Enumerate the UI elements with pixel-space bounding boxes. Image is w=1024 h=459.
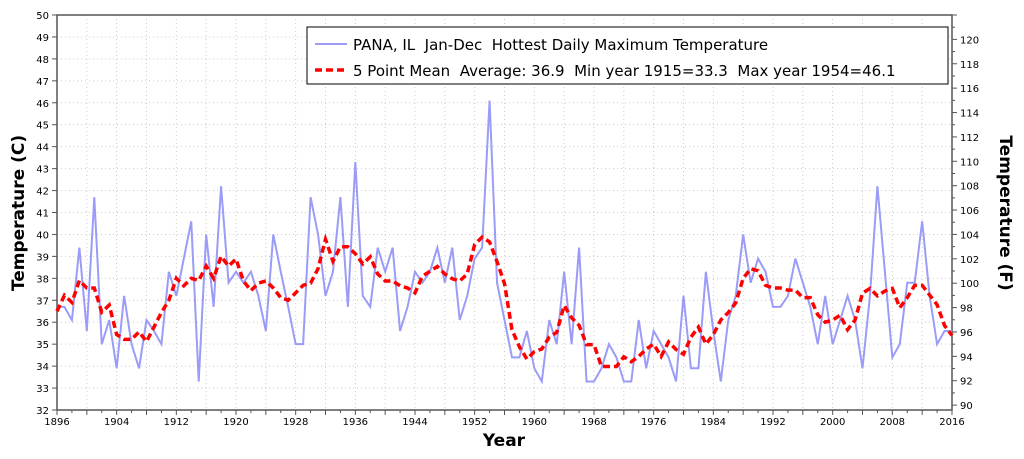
y-axis-label-left: Temperature (C) bbox=[9, 135, 29, 291]
y-right-tick-label: 90 bbox=[960, 401, 973, 412]
y-right-tick-label: 96 bbox=[960, 328, 973, 339]
y-right-tick-label: 98 bbox=[960, 304, 973, 315]
x-tick-label: 2016 bbox=[939, 417, 964, 428]
y-right-tick-label: 120 bbox=[960, 35, 979, 46]
y-tick-label: 43 bbox=[36, 165, 49, 176]
y-tick-label: 42 bbox=[36, 187, 49, 198]
y-right-tick-label: 114 bbox=[960, 109, 979, 120]
y-axis-label-right: Temperature (F) bbox=[995, 135, 1015, 290]
y-tick-label: 37 bbox=[36, 296, 49, 307]
legend: PANA, IL Jan-Dec Hottest Daily Maximum T… bbox=[306, 26, 949, 85]
y-tick-label: 47 bbox=[36, 77, 49, 88]
x-tick-label: 1912 bbox=[164, 417, 189, 428]
x-tick-label: 1952 bbox=[462, 417, 487, 428]
y-tick-label: 36 bbox=[36, 318, 49, 329]
x-axis-label: Year bbox=[482, 431, 526, 451]
y-tick-label: 50 bbox=[36, 11, 49, 22]
y-tick-label: 33 bbox=[36, 384, 49, 395]
y-right-tick-label: 106 bbox=[960, 206, 979, 217]
y-right-tick-label: 104 bbox=[960, 230, 979, 241]
y-axis-right: 90 92 94 96 98 100 102 104 106 108 110 112 114 116 118… bbox=[952, 14, 979, 412]
x-tick-label: 1968 bbox=[581, 417, 606, 428]
series-raw-line bbox=[57, 100, 952, 385]
y-right-tick-label: 108 bbox=[960, 182, 979, 193]
y-tick-label: 49 bbox=[36, 33, 49, 44]
x-axis: 1896 1904 1912 1920 1928 1936 1944 1952 1960 1968… bbox=[44, 410, 965, 428]
y-tick-label: 48 bbox=[36, 55, 49, 66]
x-tick-label: 1920 bbox=[223, 417, 248, 428]
x-tick-label: 1904 bbox=[104, 417, 129, 428]
x-tick-label: 1960 bbox=[522, 417, 547, 428]
x-tick-label: 1984 bbox=[701, 417, 726, 428]
y-tick-label: 44 bbox=[36, 143, 49, 154]
y-tick-label: 41 bbox=[36, 209, 49, 220]
y-tick-label: 45 bbox=[36, 121, 49, 132]
y-right-tick-label: 118 bbox=[960, 60, 979, 71]
x-tick-label: 1944 bbox=[402, 417, 427, 428]
y-tick-label: 38 bbox=[36, 274, 49, 285]
y-tick-label: 35 bbox=[36, 340, 49, 351]
y-right-tick-label: 94 bbox=[960, 352, 973, 363]
y-right-tick-label: 110 bbox=[960, 157, 979, 168]
y-tick-label: 40 bbox=[36, 230, 49, 241]
legend-box bbox=[306, 26, 949, 85]
x-tick-label: 2000 bbox=[820, 417, 845, 428]
series-mean-line bbox=[55, 233, 954, 369]
x-tick-label: 2008 bbox=[880, 417, 905, 428]
y-tick-label: 39 bbox=[36, 252, 49, 263]
x-tick-label: 1928 bbox=[283, 417, 308, 428]
x-tick-label: 1936 bbox=[343, 417, 368, 428]
x-tick-label: 1976 bbox=[641, 417, 666, 428]
y-right-tick-label: 100 bbox=[960, 279, 979, 290]
y-right-tick-label: 92 bbox=[960, 377, 973, 388]
x-tick-label: 1992 bbox=[760, 417, 785, 428]
y-tick-label: 32 bbox=[36, 406, 49, 417]
y-right-tick-label: 112 bbox=[960, 133, 979, 144]
y-tick-label: 46 bbox=[36, 99, 49, 110]
y-tick-label: 34 bbox=[36, 362, 49, 373]
legend-label-mean: 5 Point Mean Average: 36.9 Min year 1915… bbox=[353, 62, 896, 80]
legend-label-raw: PANA, IL Jan-Dec Hottest Daily Maximum T… bbox=[353, 36, 768, 54]
x-tick-label: 1896 bbox=[44, 417, 69, 428]
y-axis-left: 32 33 34 35 36 37 38 39 40 41 42 43 44 45 46 47 48 49 50 bbox=[36, 11, 57, 417]
y-right-tick-label: 116 bbox=[960, 84, 979, 95]
y-right-tick-label: 102 bbox=[960, 255, 979, 266]
